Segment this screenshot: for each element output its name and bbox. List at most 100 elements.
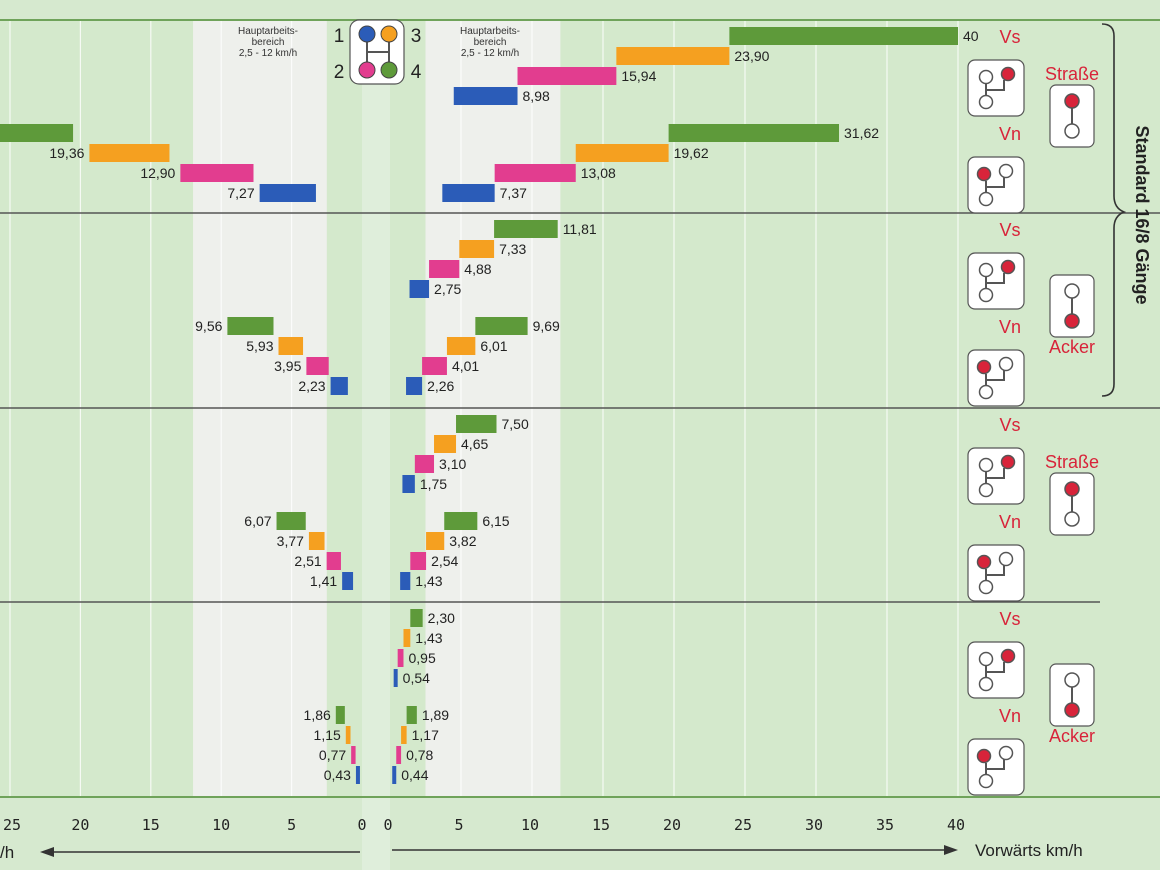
shift-pattern-icon	[967, 738, 1025, 796]
main-range-label-reverse: Hauptarbeits-bereich 2,5 - 12 km/h	[238, 26, 298, 59]
value-label-reverse: 2,23	[298, 378, 325, 394]
value-label-reverse: 5,93	[246, 338, 273, 354]
mode-indicator: Acker	[1049, 663, 1095, 746]
bar-forward-range-2	[422, 357, 447, 375]
value-label-reverse: 2,51	[294, 553, 321, 569]
bar-reverse-range-4	[0, 124, 74, 142]
value-label-reverse: 1,86	[304, 707, 331, 723]
tick-label-reverse: 15	[142, 816, 160, 834]
value-label-reverse: 0,43	[324, 767, 351, 783]
tick-label-forward: 0	[383, 816, 392, 834]
value-label-forward: 1,89	[422, 707, 449, 723]
value-label-forward: 2,30	[428, 610, 455, 626]
bar-forward-range-3	[434, 435, 457, 453]
value-label-forward: 1,43	[415, 630, 442, 646]
bar-forward-range-2	[494, 164, 576, 182]
tick-label-forward: 15	[592, 816, 610, 834]
tick-label-forward: 5	[454, 816, 463, 834]
value-label-forward: 6,15	[482, 513, 509, 529]
value-label-forward: 4,88	[464, 261, 491, 277]
mode-indicator: Straße	[1045, 452, 1099, 536]
value-label-forward: 2,54	[431, 553, 458, 569]
value-label-reverse: 6,07	[244, 513, 271, 529]
bar-forward-range-2	[517, 67, 617, 85]
bar-forward-range-4	[406, 706, 417, 724]
bar-forward-range-1	[392, 766, 397, 784]
value-label-forward: 8,98	[523, 88, 550, 104]
value-label-forward: 7,50	[502, 416, 529, 432]
bar-reverse-range-3	[308, 532, 325, 550]
bar-reverse-range-3	[89, 144, 170, 162]
shift-pattern-icon	[967, 641, 1025, 699]
value-label-reverse: 9,56	[195, 318, 222, 334]
value-label-forward: 19,62	[674, 145, 709, 161]
bar-forward-range-1	[453, 87, 518, 105]
bar-forward-range-3	[426, 532, 445, 550]
bar-reverse-range-2	[326, 552, 341, 570]
row-vn: 7,37 13,08 19,62 31,62 7,27 12,90 19,36 Vn	[0, 124, 1025, 214]
value-label-forward: 0,95	[408, 650, 435, 666]
shift-pattern-icon	[967, 59, 1025, 117]
main-range-labels: Hauptarbeits-bereich 2,5 - 12 km/h Hauptar…	[238, 26, 520, 59]
value-label-forward: 3,10	[439, 456, 466, 472]
x-axis-label-forward: Vorwärts km/h	[975, 841, 1083, 860]
legend-dot-3	[380, 25, 398, 43]
legend-label-4: 4	[411, 62, 422, 83]
row-label: Vs	[999, 27, 1020, 47]
value-label-reverse: 1,41	[310, 573, 337, 589]
shift-pattern-icon	[967, 447, 1025, 505]
bar-reverse-range-4	[227, 317, 274, 335]
shift-pattern-icon	[967, 156, 1025, 214]
value-label-forward: 2,75	[434, 281, 461, 297]
bar-forward-range-4	[668, 124, 840, 142]
bar-forward-range-1	[402, 475, 415, 493]
tick-label-forward: 35	[876, 816, 894, 834]
bar-forward-range-1	[400, 572, 411, 590]
row-vn: 0,44 0,78 1,17 1,89 0,43 0,77 1,15 1,86 Vn	[304, 706, 1025, 796]
range-legend: 1 2 3 4	[334, 19, 422, 85]
center-gap	[362, 20, 390, 870]
group-4: 0,540,951,432,30 Vs0,440,781,171,890,430,…	[304, 609, 1095, 796]
bracket-label: Standard 16/8 Gänge	[1132, 125, 1152, 304]
bar-forward-range-4	[494, 220, 558, 238]
bar-forward-range-1	[409, 280, 430, 298]
bar-forward-range-4	[410, 609, 423, 627]
value-label-forward: 11,81	[563, 221, 597, 237]
value-label-forward: 1,17	[412, 727, 439, 743]
value-label-forward: 2,26	[427, 378, 454, 394]
tick-label-forward: 10	[521, 816, 539, 834]
tick-label-forward: 40	[947, 816, 965, 834]
legend-label-3: 3	[411, 26, 422, 47]
bar-forward-range-4	[444, 512, 478, 530]
legend-label-2: 2	[334, 62, 345, 83]
bar-reverse-range-3	[345, 726, 351, 744]
bar-forward-range-2	[397, 649, 404, 667]
x-axis-label-reverse: /h	[0, 843, 14, 862]
value-label-forward: 1,43	[415, 573, 442, 589]
value-label-forward: 4,01	[452, 358, 479, 374]
value-label-forward: 7,33	[499, 241, 526, 257]
group-2: 2,754,88 7,33 11,81 Vs 2,26 4,016,01 9,69 2,23 3…	[195, 220, 1095, 407]
tick-label-reverse: 5	[287, 816, 296, 834]
bar-forward-range-3	[403, 629, 411, 647]
bar-forward-range-1	[442, 184, 495, 202]
main-range-label-forward: Hauptarbeits-bereich 2,5 - 12 km/h	[460, 26, 520, 59]
value-label-reverse: 19,36	[49, 145, 84, 161]
group-1: 8,98 15,94 23,90 40 Vs 7,37 13,08 19,62 31,62 7,2…	[0, 27, 1099, 214]
tick-label-reverse: 20	[71, 816, 89, 834]
value-label-forward: 9,69	[533, 318, 560, 334]
mode-indicator: Straße	[1045, 64, 1099, 148]
value-label-forward: 4,65	[461, 436, 488, 452]
bar-forward-range-1	[406, 377, 423, 395]
row-label: Vs	[999, 415, 1020, 435]
bar-forward-range-3	[446, 337, 476, 355]
row-label: Vn	[999, 706, 1021, 726]
value-label-reverse: 3,77	[277, 533, 304, 549]
legend-dot-2	[358, 61, 376, 79]
value-label-reverse: 7,27	[227, 185, 254, 201]
mode-label: Straße	[1045, 64, 1099, 84]
shift-pattern-icon	[967, 544, 1025, 602]
row-vs: 8,98 15,94 23,90 40 Vs	[453, 27, 1025, 117]
row-label: Vn	[999, 317, 1021, 337]
